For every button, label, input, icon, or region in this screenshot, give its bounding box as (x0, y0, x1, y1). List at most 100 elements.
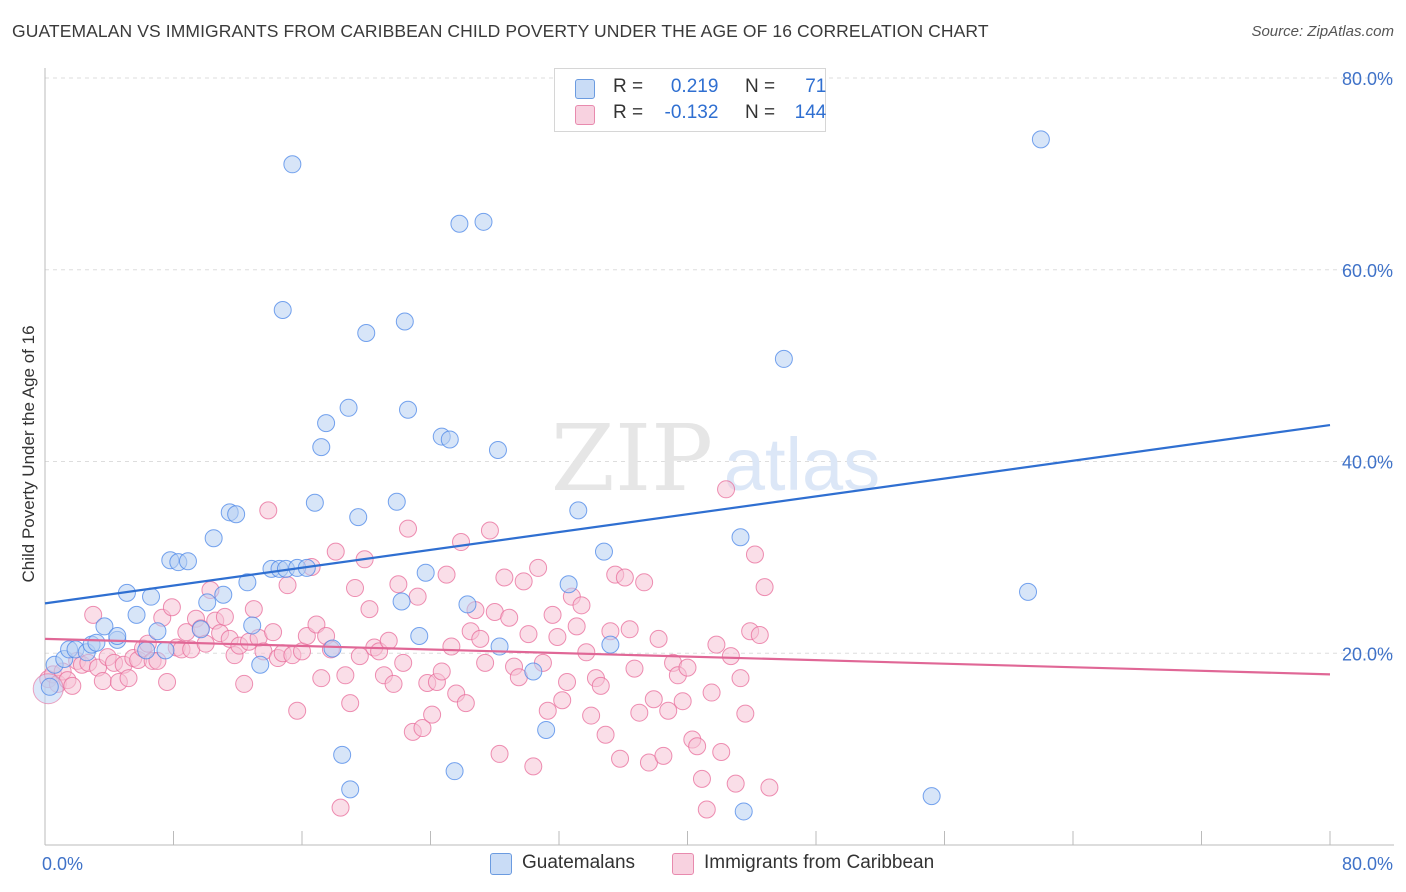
y-tick-label: 60.0% (1342, 261, 1393, 281)
point-caribbean (413, 719, 432, 738)
y-tick-label: 40.0% (1342, 453, 1393, 473)
point-caribbean (717, 480, 736, 499)
x-tick-label: 0.0% (42, 854, 83, 874)
grid-lines (45, 77, 1394, 654)
y-tick-label: 80.0% (1342, 69, 1393, 89)
point-caribbean (707, 635, 726, 654)
watermark-atlas: atlas (724, 423, 880, 506)
point-guatemalans (339, 398, 358, 417)
point-caribbean (558, 673, 577, 692)
source-credit: Source: ZipAtlas.com (1251, 23, 1394, 40)
point-caribbean (408, 587, 427, 606)
point-guatemalans (95, 617, 114, 636)
point-guatemalans (317, 414, 336, 433)
point-caribbean (495, 568, 514, 587)
point-caribbean (471, 629, 490, 648)
point-guatemalans (191, 620, 210, 639)
point-guatemalans (458, 595, 477, 614)
point-guatemalans (399, 400, 418, 419)
point-caribbean (611, 749, 630, 768)
legend-text-caribbean: R = -0.132 N = 144 (613, 102, 826, 124)
point-caribbean (538, 701, 557, 720)
point-caribbean (162, 598, 181, 617)
point-guatemalans (305, 493, 324, 512)
point-caribbean (480, 521, 499, 540)
point-guatemalans (214, 585, 233, 604)
point-caribbean (755, 578, 774, 597)
point-guatemalans (341, 780, 360, 799)
point-caribbean (423, 705, 442, 724)
point-caribbean (625, 659, 644, 678)
trend-line-caribbean (44, 637, 1331, 676)
point-caribbean (659, 701, 678, 720)
point-caribbean (553, 691, 572, 710)
chart-title: GUATEMALAN VS IMMIGRANTS FROM CARIBBEAN … (12, 21, 989, 41)
point-caribbean (336, 666, 355, 685)
point-caribbean (442, 637, 461, 656)
point-caribbean (456, 694, 475, 713)
point-guatemalans (410, 626, 429, 645)
r-value: -0.132 (664, 102, 719, 123)
point-guatemalans (227, 505, 246, 524)
correlation-legend: R = 0.219 N = 71 R = -0.132 N = 144 (554, 68, 826, 132)
point-guatemalans (357, 324, 376, 343)
point-caribbean (93, 672, 112, 691)
point-caribbean (692, 769, 711, 788)
point-caribbean (432, 662, 451, 681)
point-guatemalans (524, 662, 543, 681)
point-guatemalans (1031, 130, 1050, 149)
point-caribbean (582, 706, 601, 725)
point-caribbean (437, 565, 456, 584)
point-caribbean (688, 737, 707, 756)
point-caribbean (158, 673, 177, 692)
point-guatemalans (251, 655, 270, 674)
point-caribbean (524, 757, 543, 776)
legend-swatch-pink (672, 853, 694, 875)
point-guatemalans (731, 528, 750, 547)
axes (44, 68, 1394, 846)
n-label: N = (744, 102, 776, 123)
point-guatemalans (1019, 582, 1038, 601)
point-guatemalans (333, 745, 352, 764)
point-caribbean (548, 627, 567, 646)
point-guatemalans (137, 641, 156, 660)
watermark-zip: ZIP (551, 405, 713, 512)
n-value: 71 (805, 76, 827, 97)
point-caribbean (500, 608, 519, 627)
point-guatemalans (204, 529, 223, 548)
point-caribbean (678, 658, 697, 677)
point-guatemalans (87, 633, 106, 652)
legend-text-guatemalans: R = 0.219 N = 71 (613, 76, 826, 98)
point-caribbean (360, 600, 379, 619)
point-caribbean (379, 631, 398, 650)
point-guatemalans (273, 301, 292, 320)
point-guatemalans (559, 575, 578, 594)
r-label: R = (613, 102, 644, 123)
point-caribbean (331, 798, 350, 817)
point-caribbean (235, 674, 254, 693)
point-caribbean (630, 703, 649, 722)
point-guatemalans (349, 508, 368, 527)
point-caribbean (326, 542, 345, 561)
trend-line-guatemalans (44, 423, 1331, 605)
point-caribbean (721, 647, 740, 666)
r-value: 0.219 (670, 76, 719, 97)
point-caribbean (702, 683, 721, 702)
point-guatemalans (178, 552, 197, 571)
point-caribbean (649, 629, 668, 648)
point-guatemalans (440, 430, 459, 449)
point-guatemalans (474, 212, 493, 231)
point-guatemalans (387, 492, 406, 511)
point-caribbean (635, 573, 654, 592)
point-caribbean (452, 533, 471, 552)
point-caribbean (591, 676, 610, 695)
point-caribbean (399, 519, 418, 538)
point-caribbean (750, 626, 769, 645)
point-guatemalans (283, 155, 302, 174)
point-caribbean (644, 690, 663, 709)
point-caribbean (244, 600, 263, 619)
trend-lines (44, 423, 1331, 676)
point-caribbean (731, 669, 750, 688)
point-caribbean (389, 575, 408, 594)
